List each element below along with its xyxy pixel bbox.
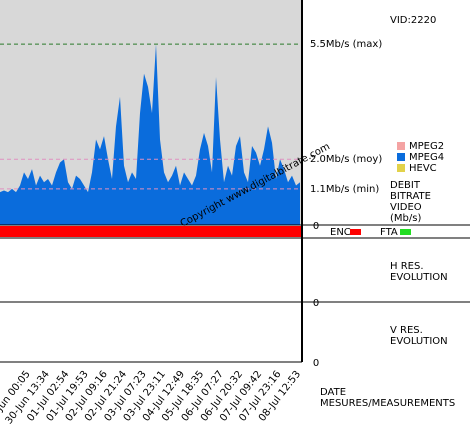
panel-label: EVOLUTION [390,336,448,347]
bitrate-area [0,44,300,225]
panel-label: H RES. [390,261,424,272]
status-label: ENC [330,227,351,238]
legend-swatch [397,164,405,172]
x-axis-label: MESURES/MEASUREMENTS [320,398,455,409]
status-swatch [400,229,411,235]
panel-tick-label: 0 [313,298,319,309]
y-axis-label: (Mb/s) [390,213,421,224]
reference-label: 5.5Mb/s (max) [310,39,382,50]
status-label: FTA [380,227,398,238]
legend-swatch [397,153,405,161]
legend-label: MPEG2 [409,141,444,152]
panel-label: V RES. [390,325,423,336]
vid-label: VID:2220 [390,15,436,26]
legend-swatch [397,142,405,150]
panel-tick-label: 0 [313,358,319,369]
legend-label: HEVC [409,163,437,174]
y-tick-label: 0 [313,221,319,232]
reference-label: 1.1Mb/s (min) [310,184,379,195]
legend-label: MPEG4 [409,152,444,163]
y-axis-label: DEBIT [390,180,421,191]
panel-label: EVOLUTION [390,272,448,283]
y-axis-label: BITRATE [390,191,431,202]
status-swatch [350,229,361,235]
status-band [0,226,302,237]
y-axis-label: VIDEO [390,202,422,213]
reference-label: 2.0Mb/s (moy) [310,154,382,165]
x-axis-label: DATE [320,387,346,398]
